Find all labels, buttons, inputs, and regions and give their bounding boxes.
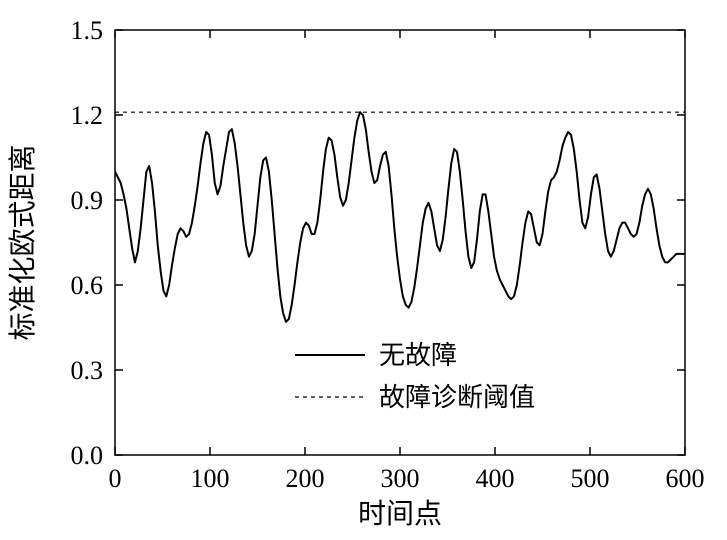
y-tick-label: 1.5 — [71, 16, 104, 45]
y-tick-label: 0.3 — [71, 356, 104, 385]
y-axis-title: 标准化欧式距离 — [7, 144, 39, 340]
legend-label: 无故障 — [379, 341, 457, 370]
x-tick-label: 600 — [666, 464, 705, 493]
chart-container: 0 100 200 300 400 500 600 0.0 0.3 0.6 0.9 1.2 1.5 时间点… — [0, 0, 727, 540]
line-chart: 0 100 200 300 400 500 600 0.0 0.3 0.6 0.9 1.2 1.5 时间点… — [0, 0, 727, 540]
y-tick-label: 0.9 — [71, 186, 104, 215]
y-tick-label: 1.2 — [71, 101, 104, 130]
y-tick-label: 0.0 — [71, 441, 104, 470]
y-tick-label: 0.6 — [71, 271, 104, 300]
x-tick-label: 500 — [571, 464, 610, 493]
x-tick-label: 300 — [381, 464, 420, 493]
legend-label: 故障诊断阈值 — [379, 383, 535, 412]
x-tick-label: 100 — [191, 464, 230, 493]
x-tick-label: 200 — [286, 464, 325, 493]
x-axis-title: 时间点 — [358, 498, 442, 530]
x-tick-label: 400 — [476, 464, 515, 493]
x-tick-label: 0 — [109, 464, 122, 493]
